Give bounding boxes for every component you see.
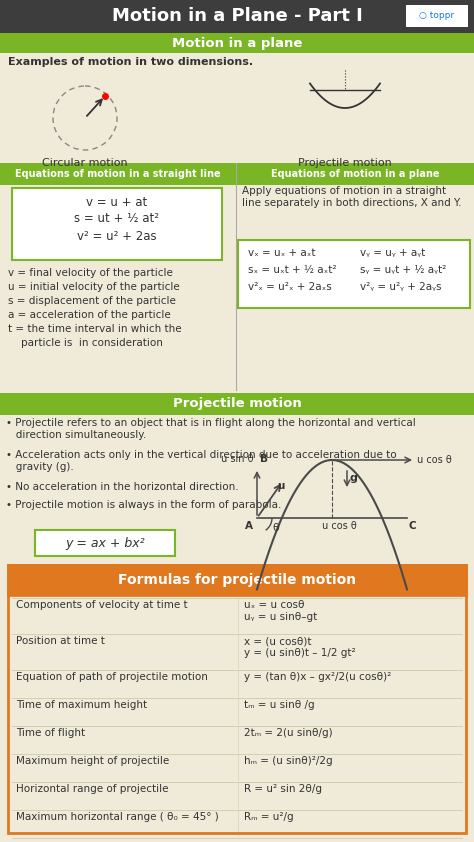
Text: y = (tan θ)x – gx²/2(u cosθ)²: y = (tan θ)x – gx²/2(u cosθ)²	[244, 672, 391, 682]
Text: Time of flight: Time of flight	[16, 728, 85, 738]
Text: Examples of motion in two dimensions.: Examples of motion in two dimensions.	[8, 57, 253, 67]
Text: Projectile motion: Projectile motion	[173, 397, 301, 411]
Text: Motion in a plane: Motion in a plane	[172, 36, 302, 50]
Text: 2tₘ = 2(u sinθ/g): 2tₘ = 2(u sinθ/g)	[244, 728, 333, 738]
Text: sᵧ = uᵧt + ½ aᵧt²: sᵧ = uᵧt + ½ aᵧt²	[360, 265, 446, 275]
Bar	[8, 565, 466, 833]
Text: Position at time t: Position at time t	[16, 636, 105, 646]
Text: vₓ = uₓ + aₓt: vₓ = uₓ + aₓt	[248, 248, 316, 258]
Text: s = displacement of the particle: s = displacement of the particle	[8, 296, 176, 306]
Text: ○ toppr: ○ toppr	[419, 12, 455, 20]
Bar	[237, 163, 474, 185]
Text: Circular motion: Circular motion	[42, 158, 128, 168]
Bar	[0, 393, 474, 415]
Text: u cos θ: u cos θ	[417, 455, 452, 465]
Text: u sin θ: u sin θ	[221, 454, 254, 464]
Text: Apply equations of motion in a straight
line separately in both directions, X an: Apply equations of motion in a straight …	[242, 186, 462, 208]
Text: Horizontal range of projectile: Horizontal range of projectile	[16, 784, 168, 794]
Text: uₓ = u cosθ
uᵧ = u sinθ–gt: uₓ = u cosθ uᵧ = u sinθ–gt	[244, 600, 317, 621]
Text: Rₘ = u²/g: Rₘ = u²/g	[244, 812, 293, 822]
Text: Maximum height of projectile: Maximum height of projectile	[16, 756, 169, 766]
Bar	[0, 0, 474, 33]
Text: • Acceleration acts only in the vertical direction due to acceleration due to
  : • Acceleration acts only in the vertical…	[6, 450, 397, 472]
Bar	[35, 530, 175, 556]
Text: v = u + at: v = u + at	[86, 196, 147, 209]
Text: Motion in a Plane - Part I: Motion in a Plane - Part I	[111, 7, 363, 25]
Text: Equations of motion in a plane: Equations of motion in a plane	[271, 169, 439, 179]
Text: C: C	[409, 521, 417, 531]
Text: θ: θ	[272, 523, 279, 533]
Text: v²ₓ = u²ₓ + 2aₓs: v²ₓ = u²ₓ + 2aₓs	[248, 282, 332, 292]
Bar	[0, 163, 236, 185]
Text: x = (u cosθ)t
y = (u sinθ)t – 1/2 gt²: x = (u cosθ)t y = (u sinθ)t – 1/2 gt²	[244, 636, 356, 658]
Text: Equation of path of projectile motion: Equation of path of projectile motion	[16, 672, 208, 682]
Text: Projectile motion: Projectile motion	[298, 158, 392, 168]
Text: vᵧ = uᵧ + aᵧt: vᵧ = uᵧ + aᵧt	[360, 248, 425, 258]
Text: Components of velocity at time t: Components of velocity at time t	[16, 600, 188, 610]
Text: A: A	[245, 521, 253, 531]
Text: hₘ = (u sinθ)²/2g: hₘ = (u sinθ)²/2g	[244, 756, 333, 766]
Text: B: B	[260, 454, 268, 464]
Text: t = the time interval in which the: t = the time interval in which the	[8, 324, 182, 334]
Text: Equations of motion in a straight line: Equations of motion in a straight line	[15, 169, 221, 179]
Text: v = final velocity of the particle: v = final velocity of the particle	[8, 268, 173, 278]
Bar	[406, 5, 468, 27]
Text: s = ut + ½ at²: s = ut + ½ at²	[74, 212, 159, 225]
Bar	[0, 560, 474, 820]
Text: • Projectile motion is always in the form of parabola.: • Projectile motion is always in the for…	[6, 500, 282, 510]
Bar	[12, 188, 222, 260]
Text: particle is  in consideration: particle is in consideration	[8, 338, 163, 348]
Bar	[238, 240, 470, 308]
Text: tₘ = u sinθ /g: tₘ = u sinθ /g	[244, 700, 315, 710]
Text: v² = u² + 2as: v² = u² + 2as	[77, 230, 157, 243]
Text: a = acceleration of the particle: a = acceleration of the particle	[8, 310, 171, 320]
Text: u = initial velocity of the particle: u = initial velocity of the particle	[8, 282, 180, 292]
Text: u: u	[277, 481, 284, 491]
Text: Time of maximum height: Time of maximum height	[16, 700, 147, 710]
Text: u cos θ: u cos θ	[322, 521, 357, 531]
Text: • No acceleration in the horizontal direction.: • No acceleration in the horizontal dire…	[6, 482, 238, 492]
Text: sₓ = uₓt + ½ aₓt²: sₓ = uₓt + ½ aₓt²	[248, 265, 337, 275]
Text: • Projectile refers to an object that is in flight along the horizontal and vert: • Projectile refers to an object that is…	[6, 418, 416, 440]
Text: Maximum horizontal range ( θ₀ = 45° ): Maximum horizontal range ( θ₀ = 45° )	[16, 812, 219, 822]
Text: v²ᵧ = u²ᵧ + 2aᵧs: v²ᵧ = u²ᵧ + 2aᵧs	[360, 282, 441, 292]
Text: R = u² sin 2θ/g: R = u² sin 2θ/g	[244, 784, 322, 794]
Text: y = ax + bx²: y = ax + bx²	[65, 536, 145, 550]
Bar	[8, 565, 466, 595]
Bar	[0, 33, 474, 53]
Text: g: g	[350, 473, 358, 483]
Text: Formulas for projectile motion: Formulas for projectile motion	[118, 573, 356, 587]
